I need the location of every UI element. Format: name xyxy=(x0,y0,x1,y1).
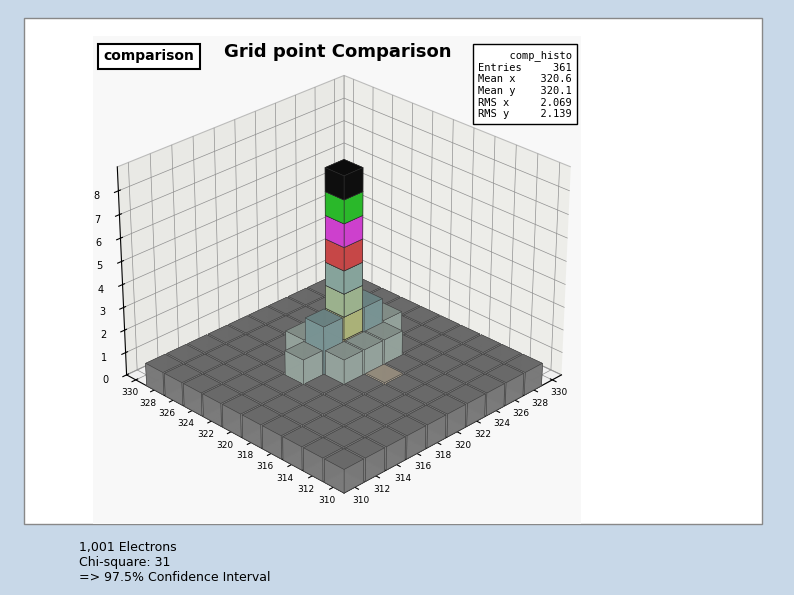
Text: comparison: comparison xyxy=(103,49,194,63)
Title: Grid point Comparison: Grid point Comparison xyxy=(224,43,451,61)
Text: 1,001 Electrons
Chi-square: 31
=> 97.5% Confidence Interval: 1,001 Electrons Chi-square: 31 => 97.5% … xyxy=(79,541,271,584)
Text: comp_histo
Entries     361
Mean x    320.6
Mean y    320.1
RMS x     2.069
RMS y: comp_histo Entries 361 Mean x 320.6 Mean… xyxy=(478,51,572,119)
